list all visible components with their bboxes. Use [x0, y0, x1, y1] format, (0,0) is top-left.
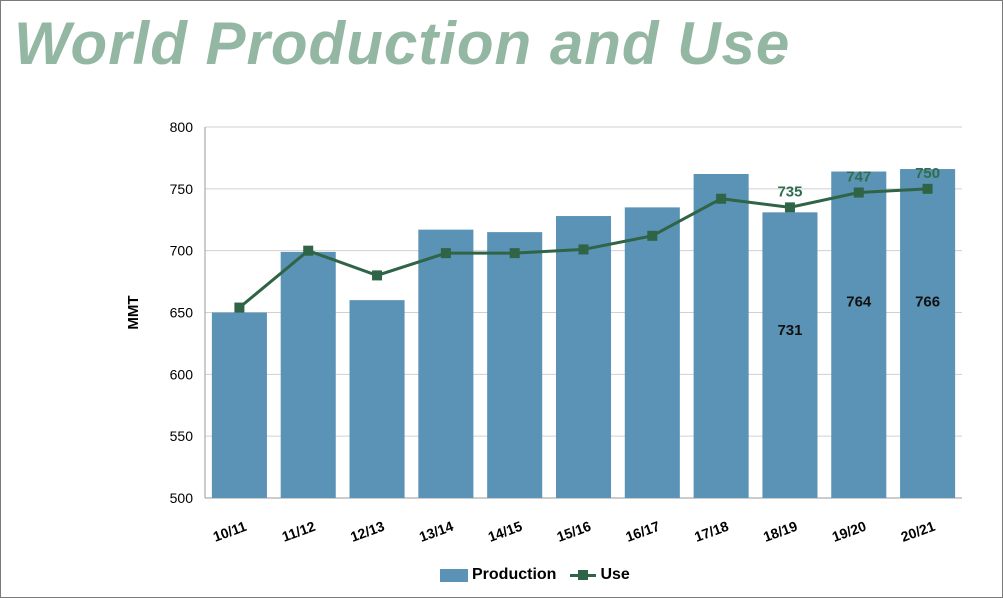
use-marker	[647, 230, 658, 241]
x-tick-label: 13/14	[417, 518, 456, 545]
legend-swatch-use	[570, 569, 597, 582]
use-marker	[440, 248, 451, 259]
y-tick-label: 550	[170, 428, 194, 444]
use-marker	[853, 187, 864, 198]
production-bar	[349, 300, 405, 498]
production-bar	[418, 229, 474, 499]
use-data-label: 750	[915, 165, 940, 182]
use-data-label: 747	[846, 169, 871, 186]
use-marker	[578, 244, 589, 255]
x-tick-label: 18/19	[761, 518, 800, 545]
y-tick-label: 650	[170, 305, 194, 321]
production-bar	[555, 216, 612, 499]
y-axis-title: MMT	[125, 295, 142, 329]
production-bar	[900, 169, 956, 498]
legend-item-use: Use	[570, 566, 630, 584]
y-tick-label: 800	[170, 119, 194, 135]
production-bar	[693, 173, 749, 498]
x-tick-label: 14/15	[486, 518, 525, 545]
production-bar	[211, 312, 267, 498]
y-tick-label: 750	[170, 181, 194, 197]
x-tick-label: 10/11	[211, 518, 249, 545]
production-data-label: 766	[915, 294, 940, 311]
x-tick-label: 20/21	[899, 518, 938, 545]
production-bar	[831, 171, 887, 498]
production-bar	[280, 251, 336, 498]
use-marker	[922, 183, 933, 194]
production-bar	[762, 212, 818, 498]
y-tick-label: 500	[170, 490, 194, 506]
x-tick-label: 15/16	[555, 518, 594, 545]
legend: Production Use	[440, 563, 644, 587]
x-tick-label: 17/18	[692, 518, 731, 545]
use-data-label: 735	[777, 183, 802, 200]
y-tick-label: 700	[170, 243, 194, 259]
production-bar	[624, 207, 680, 498]
x-tick-label: 11/12	[280, 518, 318, 545]
use-marker	[372, 270, 383, 281]
production-data-label: 731	[777, 322, 802, 339]
legend-item-production: Production	[440, 566, 556, 584]
legend-swatch-production	[440, 568, 468, 582]
production-data-label: 764	[846, 294, 872, 311]
x-tick-label: 12/13	[348, 518, 387, 545]
use-marker	[716, 193, 727, 204]
use-marker	[509, 248, 520, 259]
production-bar	[487, 232, 543, 498]
x-tick-label: 19/20	[830, 518, 869, 545]
use-marker	[303, 245, 314, 256]
y-tick-label: 600	[170, 366, 194, 382]
use-marker	[234, 302, 245, 313]
use-marker	[784, 202, 795, 213]
legend-label-production: Production	[472, 566, 557, 583]
legend-label-use: Use	[600, 566, 630, 583]
chart-title: World Production and Use	[14, 10, 791, 77]
x-tick-label: 16/17	[623, 518, 662, 545]
